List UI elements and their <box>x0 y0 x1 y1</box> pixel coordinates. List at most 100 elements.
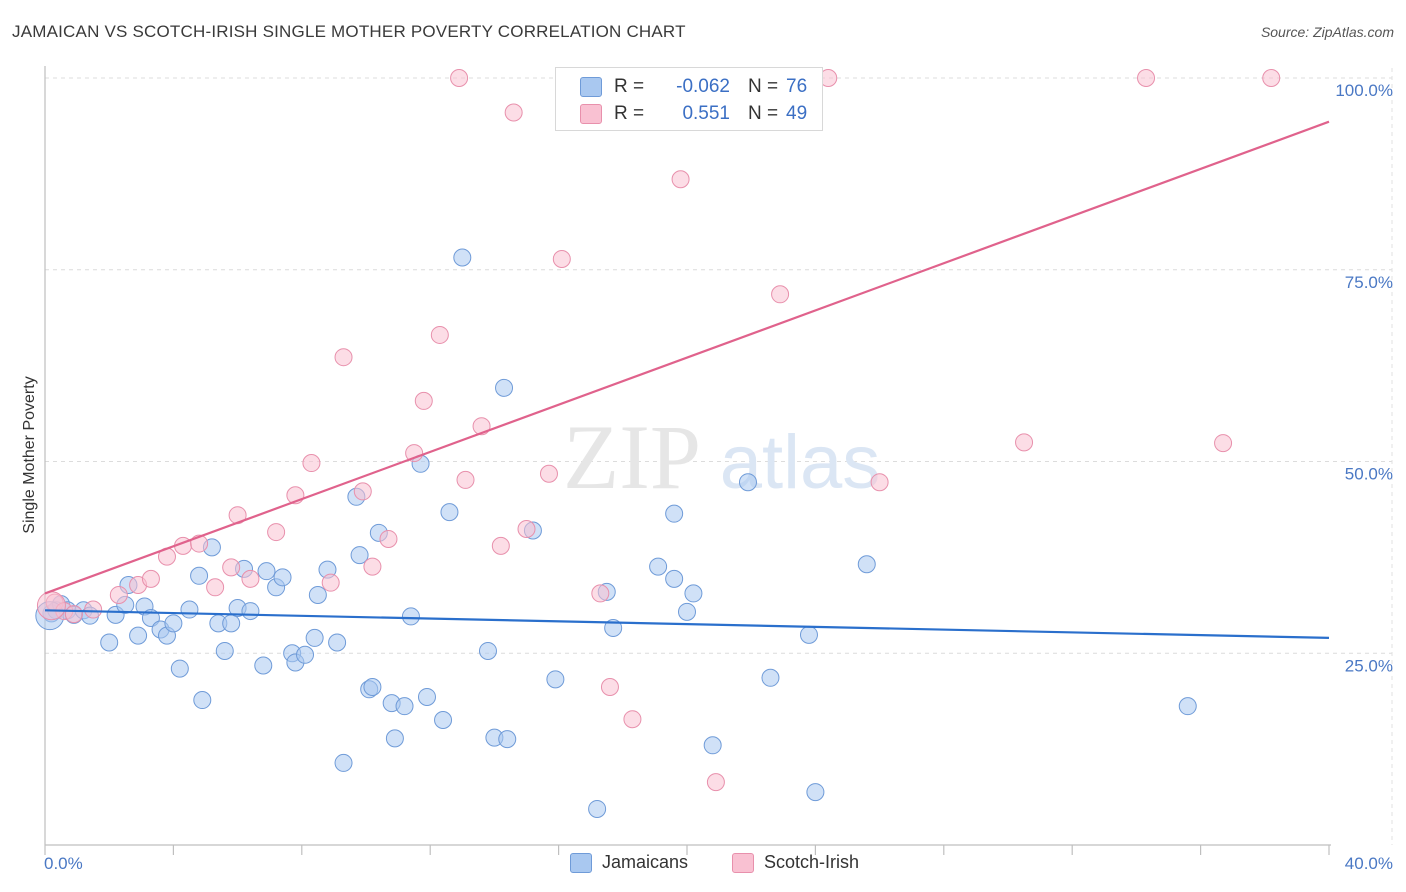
data-point <box>1137 69 1156 87</box>
data-point <box>328 633 347 652</box>
data-point <box>353 482 372 501</box>
y-tick-label: 75.0% <box>1345 273 1393 292</box>
data-point <box>36 591 66 621</box>
data-point <box>170 659 189 678</box>
data-point <box>321 573 340 592</box>
data-point <box>215 641 234 660</box>
legend-row-jamaicans: R = -0.062 N = 76 <box>580 74 826 100</box>
data-points <box>35 69 1281 818</box>
data-point <box>222 614 241 633</box>
x-tick-label: 0.0% <box>44 854 83 873</box>
data-point <box>84 600 103 619</box>
data-point <box>64 605 83 624</box>
legend-r-label: R = <box>614 103 645 124</box>
data-point <box>623 710 642 729</box>
axes <box>44 66 1331 855</box>
gridlines <box>45 68 1393 845</box>
data-point <box>305 628 324 647</box>
tick-labels: 25.0% 50.0% 75.0% 100.0% 0.0% 40.0% <box>44 81 1393 873</box>
data-point <box>517 519 536 538</box>
data-point <box>417 687 436 706</box>
data-point <box>254 656 273 675</box>
legend-n-value: 76 <box>786 76 808 97</box>
legend-label-jamaicans: Jamaicans <box>602 852 689 872</box>
legend-n-label: N = <box>748 76 779 97</box>
data-point <box>498 730 517 749</box>
legend-n-value: 49 <box>786 103 808 124</box>
data-point <box>738 473 757 492</box>
legend-swatch-jamaicans <box>580 77 602 97</box>
data-point <box>1178 697 1197 716</box>
data-point <box>414 391 433 410</box>
data-point <box>870 473 889 492</box>
data-point <box>857 555 876 574</box>
x-tick-label: 40.0% <box>1345 854 1393 873</box>
data-point <box>379 529 398 548</box>
data-point <box>190 566 209 585</box>
data-point <box>678 602 696 621</box>
data-point <box>799 625 818 644</box>
data-point <box>495 378 514 397</box>
data-point <box>684 584 703 603</box>
data-point <box>649 557 668 576</box>
trend-lines <box>44 120 1330 640</box>
data-point <box>771 285 790 304</box>
legend-r-value: -0.062 <box>676 76 730 97</box>
data-point <box>334 348 353 367</box>
legend-r-value: 0.551 <box>682 103 730 124</box>
data-point <box>273 568 292 587</box>
data-point <box>491 536 510 555</box>
data-point <box>539 464 558 483</box>
data-point <box>665 504 684 523</box>
correlation-legend: R = -0.062 N = 76 R = 0.551 N = 49 <box>555 67 823 131</box>
data-point <box>180 600 199 619</box>
data-point <box>1015 433 1034 452</box>
legend-row-scotch-irish: R = 0.551 N = 49 <box>580 101 826 127</box>
watermark: ZIP atlas <box>563 406 880 508</box>
legend-label-scotch-irish: Scotch-Irish <box>764 852 860 872</box>
legend-item-jamaicans[interactable]: Jamaicans <box>570 852 688 873</box>
data-point <box>761 668 780 687</box>
data-point <box>665 569 684 588</box>
data-point <box>334 753 353 772</box>
data-point <box>401 607 420 626</box>
legend-item-scotch-irish[interactable]: Scotch-Irish <box>732 852 859 873</box>
data-point <box>350 546 369 565</box>
data-point <box>546 670 565 689</box>
data-point <box>440 503 459 522</box>
data-point <box>806 783 825 802</box>
data-point <box>1214 434 1233 453</box>
data-point <box>385 729 404 748</box>
data-point <box>267 523 286 542</box>
legend-swatch-jamaicans <box>570 852 592 873</box>
data-point <box>129 626 148 645</box>
data-point <box>478 641 497 660</box>
data-point <box>450 69 469 87</box>
legend-r-label: R = <box>614 76 645 97</box>
trend-line-scotch-irish <box>44 120 1330 595</box>
data-point <box>257 562 276 581</box>
watermark-zip: ZIP <box>563 406 701 508</box>
data-point <box>141 569 160 588</box>
data-point <box>591 584 610 603</box>
trend-line-jamaicans <box>44 609 1330 640</box>
data-point <box>395 697 414 716</box>
legend-swatch-scotch-irish <box>732 852 754 873</box>
data-point <box>302 454 321 473</box>
data-point <box>1262 69 1281 87</box>
data-point <box>206 578 225 597</box>
data-point <box>363 677 382 696</box>
legend-swatch-scotch-irish <box>580 104 602 124</box>
y-tick-label: 100.0% <box>1335 81 1393 100</box>
data-point <box>241 569 260 588</box>
data-point <box>363 557 382 576</box>
data-point <box>703 736 722 755</box>
series-legend: Jamaicans Scotch-Irish <box>0 852 1406 878</box>
data-point <box>600 677 619 696</box>
y-tick-label: 50.0% <box>1345 465 1393 484</box>
legend-n-label: N = <box>748 103 779 124</box>
data-point <box>296 645 315 664</box>
data-point <box>671 170 690 189</box>
data-point <box>706 773 725 792</box>
